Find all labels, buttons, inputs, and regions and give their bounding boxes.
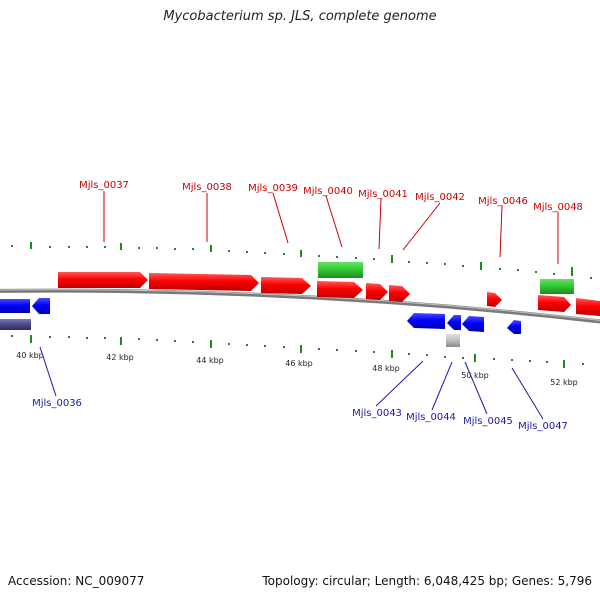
scale-labels: 40 kbp 42 kbp 44 kbp 46 kbp 48 kbp 50 kb… bbox=[16, 351, 578, 387]
gene-reverse-partial[interactable] bbox=[0, 299, 30, 313]
scale-label-50: 50 kbp bbox=[461, 371, 489, 380]
scale-label-48: 48 kbp bbox=[372, 364, 400, 373]
scale-label-40: 40 kbp bbox=[16, 351, 44, 360]
misc-feature[interactable] bbox=[446, 334, 460, 347]
upper-tick-ring bbox=[11, 242, 592, 279]
gene-mjls-0048[interactable] bbox=[538, 295, 571, 312]
gene-label-mjls-0047[interactable]: Mjls_0047 bbox=[518, 421, 568, 432]
gene-mjls-0047[interactable] bbox=[507, 320, 521, 334]
repeat-feature[interactable] bbox=[0, 319, 31, 330]
accession-text: Accession: NC_009077 bbox=[8, 574, 145, 588]
lower-tick-ring bbox=[11, 335, 584, 368]
gene-label-mjls-0038[interactable]: Mjls_0038 bbox=[182, 182, 232, 193]
gene-label-mjls-0046[interactable]: Mjls_0046 bbox=[478, 196, 528, 207]
scale-label-42: 42 kbp bbox=[106, 353, 134, 362]
gene-mjls-0042[interactable] bbox=[389, 285, 410, 302]
reverse-gene-labels: Mjls_0036 Mjls_0043 Mjls_0044 Mjls_0045 … bbox=[32, 398, 568, 432]
gene-label-mjls-0040[interactable]: Mjls_0040 bbox=[303, 186, 353, 197]
genome-backbone bbox=[0, 288, 600, 324]
scale-label-44: 44 kbp bbox=[196, 356, 224, 365]
gene-mjls-0039[interactable] bbox=[261, 277, 311, 294]
genome-backbone-highlight bbox=[0, 289, 600, 321]
gene-mjls-0045[interactable] bbox=[462, 316, 484, 332]
gene-label-mjls-0048[interactable]: Mjls_0048 bbox=[533, 202, 583, 213]
forward-genes bbox=[58, 272, 600, 316]
rna-feature[interactable] bbox=[318, 262, 363, 278]
gene-label-mjls-0037[interactable]: Mjls_0037 bbox=[79, 180, 129, 191]
gene-mjls-0038[interactable] bbox=[149, 273, 259, 291]
gene-mjls-0037[interactable] bbox=[58, 272, 148, 288]
gene-label-mjls-0043[interactable]: Mjls_0043 bbox=[352, 408, 402, 419]
gene-label-mjls-0042[interactable]: Mjls_0042 bbox=[415, 192, 465, 203]
gene-mjls-0043[interactable] bbox=[407, 313, 445, 329]
gene-label-mjls-0044[interactable]: Mjls_0044 bbox=[406, 412, 456, 423]
gene-mjls-0046[interactable] bbox=[487, 292, 502, 307]
gene-mjls-0040[interactable] bbox=[317, 281, 363, 298]
rna-features bbox=[318, 262, 574, 294]
gene-mjls-0036[interactable] bbox=[32, 298, 50, 314]
gene-label-mjls-0045[interactable]: Mjls_0045 bbox=[463, 416, 513, 427]
gene-label-mjls-0036[interactable]: Mjls_0036 bbox=[32, 398, 82, 409]
rna-feature[interactable] bbox=[540, 279, 574, 294]
forward-label-leaders bbox=[103, 191, 559, 264]
scale-label-52: 52 kbp bbox=[550, 378, 578, 387]
reverse-label-leaders bbox=[39, 346, 544, 420]
reverse-genes bbox=[0, 298, 521, 334]
gene-mjls-0049[interactable] bbox=[576, 298, 600, 316]
gene-mjls-0041[interactable] bbox=[366, 283, 388, 300]
gene-mjls-0044[interactable] bbox=[447, 315, 461, 330]
gene-label-mjls-0039[interactable]: Mjls_0039 bbox=[248, 183, 298, 194]
genome-summary-text: Topology: circular; Length: 6,048,425 bp… bbox=[262, 574, 592, 588]
scale-label-46: 46 kbp bbox=[285, 359, 313, 368]
gene-label-mjls-0041[interactable]: Mjls_0041 bbox=[358, 189, 408, 200]
forward-gene-labels: Mjls_0037 Mjls_0038 Mjls_0039 Mjls_0040 … bbox=[79, 180, 583, 213]
map-title: Mycobacterium sp. JLS, complete genome bbox=[163, 9, 437, 24]
